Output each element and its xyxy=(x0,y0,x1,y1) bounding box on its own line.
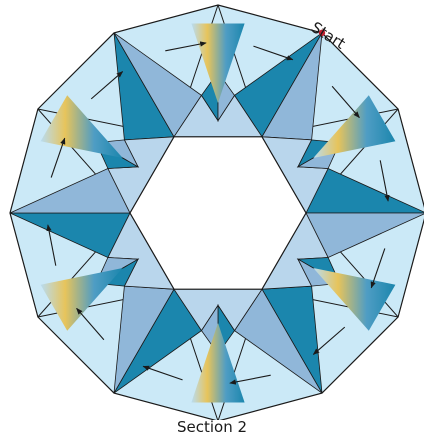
sewing-arrow xyxy=(142,365,183,381)
sewing-arrow xyxy=(370,248,386,289)
sewing-arrows xyxy=(46,41,390,385)
gradient-ray xyxy=(313,95,396,158)
section-caption: Section 2 xyxy=(176,418,248,436)
sewing-arrow xyxy=(229,374,271,385)
gradient-ray xyxy=(40,268,123,331)
sewing-arrow xyxy=(76,307,105,341)
sewing-arrow xyxy=(165,41,207,52)
sewing-arrow xyxy=(253,45,294,61)
sewing-arrow xyxy=(379,160,390,202)
sewing-arrow xyxy=(46,224,57,266)
sewing-arrow xyxy=(312,326,346,355)
center-hexagon xyxy=(129,136,307,290)
quilt-section-diagram: Start xyxy=(9,4,424,420)
sewing-arrow xyxy=(331,85,360,119)
start-dot xyxy=(318,29,326,37)
sewing-arrow xyxy=(90,71,124,100)
star-points xyxy=(9,32,424,394)
sewing-arrow xyxy=(50,137,66,178)
